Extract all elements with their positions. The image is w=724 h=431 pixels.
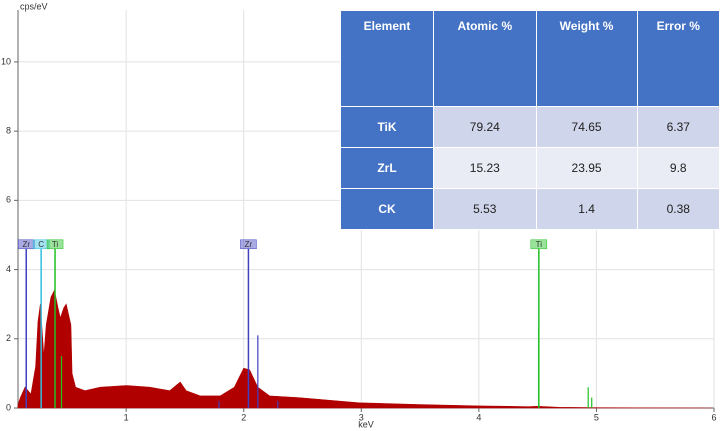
marker-label-box [530, 239, 548, 250]
marker-label: Zr [22, 240, 30, 249]
table-cell: 15.23 [433, 147, 537, 189]
marker-label-box [17, 239, 35, 250]
y-tick-label: 8 [6, 126, 11, 136]
x-tick-label: 1 [124, 412, 129, 422]
spectrum-area [17, 289, 712, 409]
marker-label-box [32, 239, 50, 250]
table-cell: 9.8 [636, 147, 721, 189]
y-tick-label: 4 [6, 264, 11, 274]
x-axis-label: keV [358, 419, 374, 429]
marker-label: Ti [536, 240, 543, 249]
table-row: TiK 79.24 74.65 6.37 [340, 106, 721, 148]
marker-label: Zr [245, 240, 253, 249]
column-header: Error % [636, 10, 721, 107]
row-header: TiK [340, 106, 434, 148]
table-cell: 1.4 [535, 188, 638, 230]
table-row: CK 5.53 1.4 0.38 [340, 188, 721, 230]
results-table: Element Atomic % Weight % Error % TiK 79.24 74… [340, 10, 721, 230]
x-tick-label: 4 [476, 412, 481, 422]
marker-label: Ti [52, 240, 59, 249]
table-cell: 74.65 [535, 106, 638, 148]
column-header: Atomic % [433, 10, 537, 107]
y-tick-label: 6 [6, 195, 11, 205]
marker-label-box [240, 239, 257, 250]
y-tick-label: 10 [1, 56, 11, 66]
column-header: Element [340, 10, 434, 107]
x-tick-label: 6 [711, 412, 716, 422]
table-cell: 0.38 [636, 188, 721, 230]
y-tick-label: 0 [6, 402, 11, 412]
marker-label-box [46, 239, 64, 250]
table-cell: 79.24 [433, 106, 537, 148]
y-axis-label: cps/eV [20, 1, 48, 11]
row-header: CK [340, 188, 434, 230]
table-cell: 6.37 [636, 106, 721, 148]
table-row: ZrL 15.23 23.95 9.8 [340, 147, 721, 189]
marker-label: C [38, 240, 44, 249]
x-tick-label: 3 [359, 412, 364, 422]
table-cell: 23.95 [535, 147, 638, 189]
x-tick-label: 5 [594, 412, 599, 422]
table-cell: 5.53 [433, 188, 537, 230]
column-header: Weight % [535, 10, 638, 107]
row-header: ZrL [340, 147, 434, 189]
x-tick-label: 2 [241, 412, 246, 422]
y-tick-label: 2 [6, 333, 11, 343]
